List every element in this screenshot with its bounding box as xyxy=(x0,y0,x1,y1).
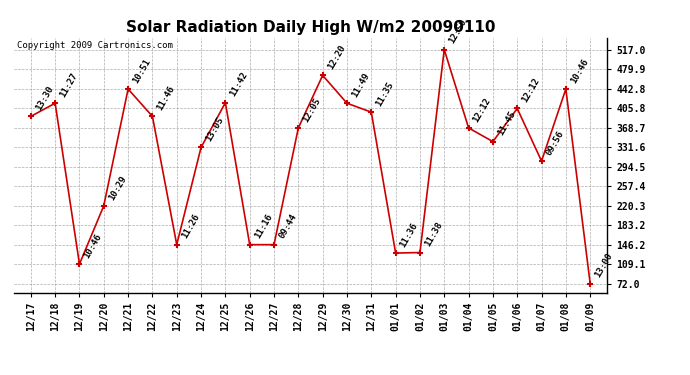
Text: 12:05: 12:05 xyxy=(302,96,322,124)
Text: 11:38: 11:38 xyxy=(423,220,444,248)
Text: 11:45: 11:45 xyxy=(496,110,517,137)
Text: 13:00: 13:00 xyxy=(593,252,614,279)
Text: 12:12: 12:12 xyxy=(520,76,542,104)
Text: 11:36: 11:36 xyxy=(399,221,420,249)
Text: 10:46: 10:46 xyxy=(569,57,590,85)
Text: 12:20: 12:20 xyxy=(326,44,347,71)
Text: 11:42: 11:42 xyxy=(228,71,250,99)
Text: 11:46: 11:46 xyxy=(155,84,177,112)
Text: 11:49: 11:49 xyxy=(350,71,371,99)
Text: 12:12: 12:12 xyxy=(471,96,493,124)
Text: Copyright 2009 Cartronics.com: Copyright 2009 Cartronics.com xyxy=(17,41,172,50)
Text: 11:27: 11:27 xyxy=(58,71,79,99)
Text: 11:35: 11:35 xyxy=(374,80,395,108)
Text: 10:29: 10:29 xyxy=(107,174,128,201)
Text: 13:05: 13:05 xyxy=(204,116,225,143)
Text: 11:16: 11:16 xyxy=(253,213,274,240)
Text: 12:50: 12:50 xyxy=(447,18,469,45)
Text: 09:56: 09:56 xyxy=(544,129,566,157)
Title: Solar Radiation Daily High W/m2 20090110: Solar Radiation Daily High W/m2 20090110 xyxy=(126,20,495,35)
Text: 10:46: 10:46 xyxy=(82,232,104,260)
Text: 09:44: 09:44 xyxy=(277,213,298,240)
Text: 11:26: 11:26 xyxy=(179,213,201,240)
Text: 10:51: 10:51 xyxy=(131,57,152,85)
Text: 13:30: 13:30 xyxy=(34,84,55,112)
